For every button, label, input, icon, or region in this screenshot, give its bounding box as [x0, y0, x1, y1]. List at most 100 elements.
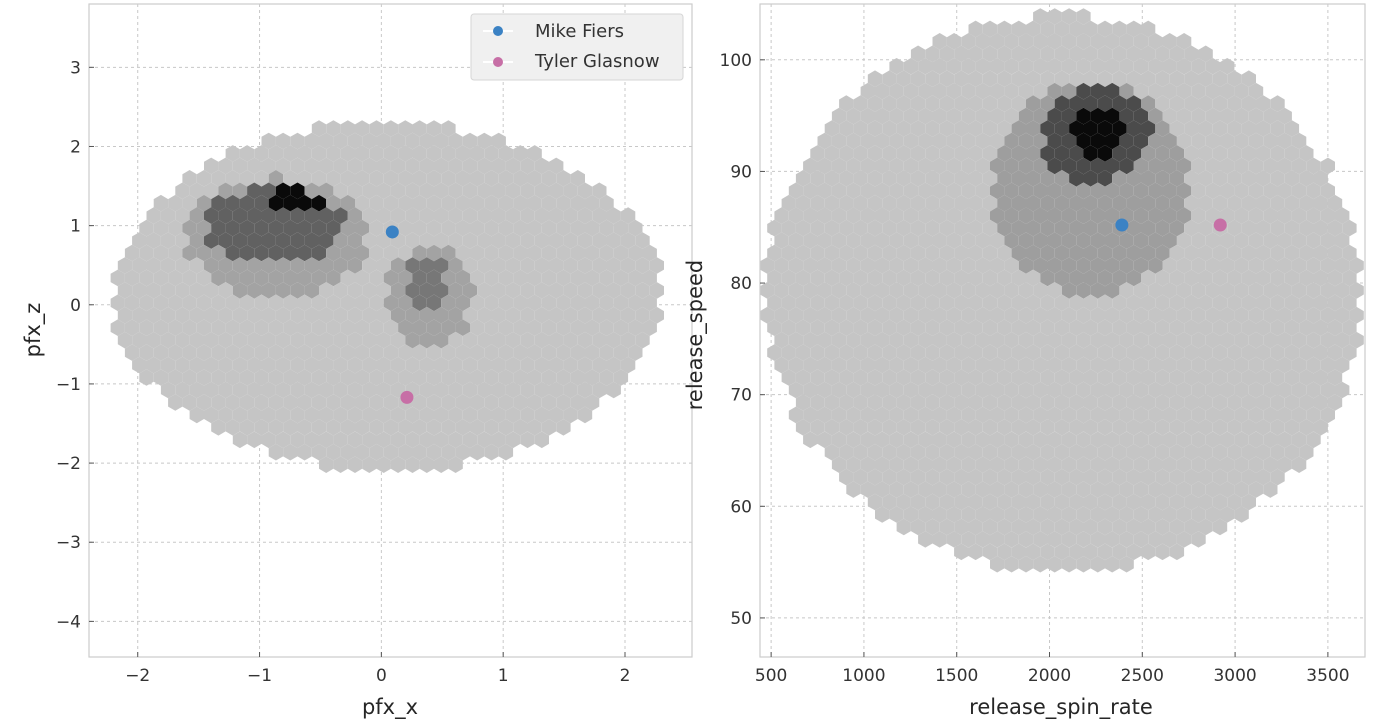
hexbin-cell: [896, 468, 911, 486]
hexbin-cell: [1047, 257, 1062, 274]
hexbin-cell: [803, 232, 818, 249]
hexbin-cell: [168, 294, 183, 312]
hexbin-cell: [204, 232, 219, 249]
hexbin-cell: [182, 170, 197, 187]
hexbin-cell: [1119, 556, 1134, 573]
hexbin-cell: [867, 269, 883, 287]
hexbin-cell: [795, 244, 811, 262]
hexbin-cell: [961, 232, 976, 249]
hexbin-cell: [1054, 319, 1070, 336]
hexbin-cell: [1169, 294, 1185, 312]
hexbin-cell: [997, 419, 1012, 436]
hexbin-cell: [903, 132, 919, 150]
hexbin-cell: [1076, 232, 1091, 249]
hexbin-cell: [283, 419, 298, 436]
hexbin-cell: [268, 294, 284, 312]
hexbin-cell: [982, 543, 998, 561]
hexbin-cell: [1141, 419, 1156, 436]
hexbin-cell: [326, 145, 341, 162]
hexbin-cell: [918, 481, 933, 498]
hexbin-cell: [1270, 194, 1285, 212]
hexbin-cell: [355, 419, 370, 436]
hexbin-cell: [839, 394, 854, 411]
hexbin-cell: [110, 319, 125, 336]
hexbin-cell: [882, 493, 897, 511]
hexbin-cell: [1076, 381, 1091, 399]
hexbin-cell: [434, 431, 449, 449]
hexbin-cell: [1284, 145, 1300, 162]
hexbin-cell: [505, 207, 521, 224]
hexbin-cell: [896, 145, 911, 162]
legend-label-mike-fiers: Mike Fiers: [535, 21, 624, 42]
hexbin-cell: [910, 493, 926, 511]
hexbin-cell: [189, 182, 204, 200]
x-tick-label: 2000: [1028, 666, 1071, 686]
hexbin-cell: [1320, 381, 1335, 399]
hexbin-cell: [1061, 282, 1077, 299]
hexbin-cell: [954, 145, 969, 162]
hexbin-cell: [484, 344, 499, 361]
hexbin-cell: [491, 232, 506, 249]
hexbin-cell: [774, 282, 789, 299]
hexbin-cell: [592, 182, 607, 200]
hexbin-cell: [340, 294, 355, 312]
hexbin-cell: [1277, 257, 1292, 274]
hexbin-cell: [168, 344, 183, 361]
hexbin-cell: [1040, 70, 1055, 87]
hexbin-cell: [1141, 543, 1156, 561]
hexbin-cell: [498, 394, 514, 411]
hexbin-cell: [577, 232, 593, 249]
hexbin-cell: [1148, 531, 1163, 548]
hexbin-cell: [1184, 70, 1199, 87]
hexbin-cell: [1162, 356, 1177, 374]
hexbin-cell: [462, 406, 478, 424]
hexbin-cell: [1083, 194, 1098, 212]
hexbin-cell: [824, 419, 840, 436]
hexbin-cell: [788, 207, 804, 224]
hexbin-cell: [1291, 157, 1307, 175]
hexbin-cell: [1234, 207, 1249, 224]
hexbin-cell: [1277, 431, 1292, 449]
hexbin-cell: [903, 431, 919, 449]
hexbin-cell: [613, 219, 629, 237]
hexbin-cell: [599, 294, 614, 312]
hexbin-cell: [412, 369, 427, 386]
hexbin-cell: [1162, 531, 1177, 548]
hexbin-cell: [903, 207, 919, 224]
hexbin-cell: [1198, 70, 1213, 87]
hexbin-cell: [1069, 443, 1084, 461]
hexbin-cell: [939, 269, 955, 287]
hexbin-cell: [817, 132, 832, 150]
hexbin-cell: [961, 132, 976, 150]
hexbin-cell: [175, 356, 190, 374]
hexbin-cell: [239, 294, 255, 312]
hexbin-cell: [1119, 356, 1134, 374]
hexbin-cell: [290, 406, 305, 424]
hexbin-cell: [925, 419, 940, 436]
hexbin-cell: [340, 120, 355, 137]
hexbin-cell: [441, 219, 456, 237]
hexbin-cell: [1220, 282, 1235, 299]
hexbin-cell: [620, 282, 636, 299]
hexbin-cell: [505, 157, 521, 175]
hexbin-cell: [239, 269, 255, 287]
hexbin-cell: [1191, 58, 1206, 75]
hexbin-cell: [333, 257, 348, 274]
hexbin-cell: [1234, 381, 1249, 399]
hexbin-cell: [1270, 219, 1285, 237]
hexbin-cell: [946, 406, 962, 424]
hexbin-cell: [642, 319, 657, 336]
hexbin-cell: [1011, 543, 1026, 561]
hexbin-cell: [1119, 381, 1134, 399]
hexbin-cell: [1126, 269, 1141, 287]
hexbin-cell: [146, 257, 161, 274]
hexbin-cell: [470, 194, 485, 212]
hexbin-cell: [1026, 369, 1041, 386]
hexbin-cell: [1083, 443, 1098, 461]
hexbin-cell: [1126, 219, 1141, 237]
hexbin-cell: [1306, 406, 1321, 424]
hexbin-cell: [1191, 506, 1206, 523]
hexbin-cell: [839, 294, 854, 312]
hexbin-cell: [1083, 95, 1098, 112]
hexbin-cell: [1061, 431, 1077, 449]
